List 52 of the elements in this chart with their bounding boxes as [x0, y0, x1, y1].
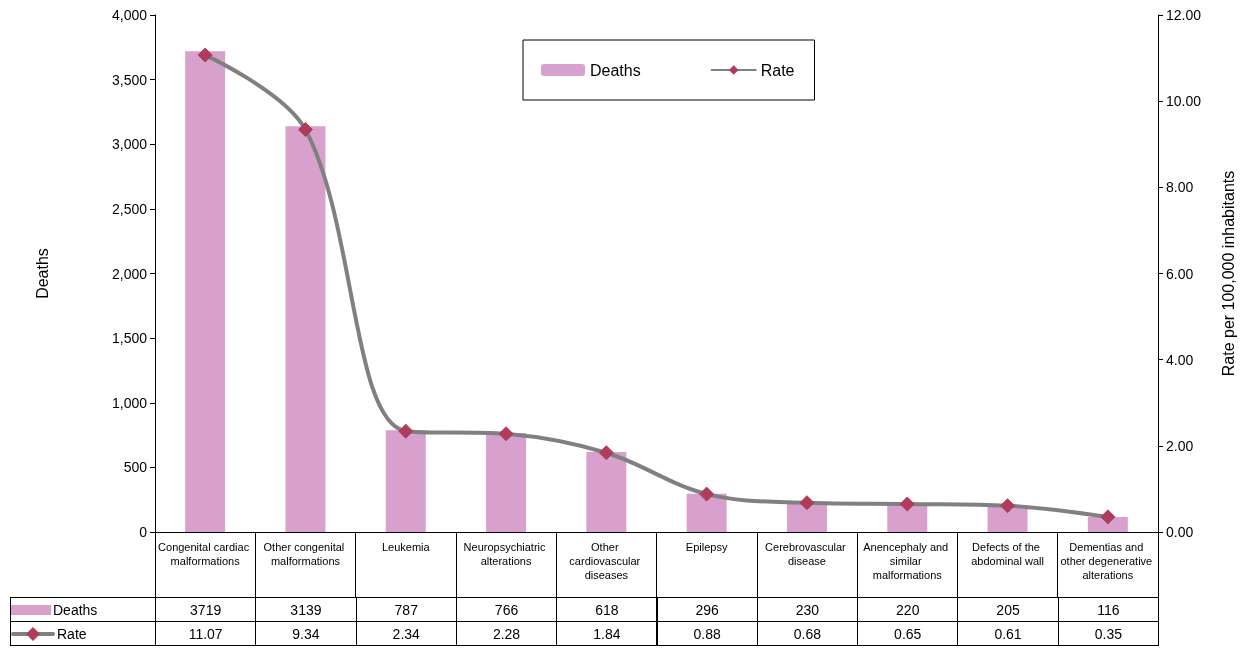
data-label: 787 — [355, 597, 457, 622]
legend-label: Rate — [760, 61, 795, 79]
x-tick-label: Cerebrovascular disease — [765, 541, 849, 567]
y-tick-label: 2,000 — [111, 265, 148, 282]
y-tick-label: 1,500 — [111, 330, 148, 347]
y2-tick-label: 6.00 — [1166, 265, 1194, 282]
data-label: 11.07 — [155, 621, 257, 646]
text: Rate — [57, 625, 87, 642]
x-tick-label: Anencephaly and similar malformations — [863, 541, 952, 581]
x-tick-label: Dementias and other degenerative alterations — [1060, 541, 1156, 581]
data-label: 766 — [455, 597, 558, 622]
y2-axis-title: Rate per 100,000 inhabitants — [1219, 170, 1237, 377]
x-tick-label: Neuropsychiatric alterations — [463, 541, 549, 567]
x-tick-label: Congenital cardiac malformations — [158, 541, 253, 567]
legend-label: Deaths — [590, 61, 641, 79]
y-tick-label: 4,000 — [111, 7, 148, 23]
y-tick-label: 500 — [123, 459, 148, 476]
data-label: 230 — [756, 597, 859, 622]
y-axis-title: Deaths — [53, 601, 98, 618]
data-label: 2.34 — [355, 621, 457, 646]
data-label: 0.88 — [656, 621, 758, 646]
data-label: 3719 — [155, 597, 257, 622]
y-tick-label: 3,500 — [111, 71, 148, 88]
data-label: 618 — [556, 597, 658, 622]
y2-tick-label: 8.00 — [1166, 179, 1194, 196]
x-tick-label: Epilepsy — [685, 541, 728, 553]
data-label: 3139 — [255, 597, 357, 622]
x-tick-label: Defects of the abdominal wall — [971, 541, 1044, 567]
y-tick-label: 3,000 — [111, 136, 148, 153]
data-label: 0.68 — [756, 621, 859, 646]
y-tick-label: 0 — [139, 524, 148, 540]
data-label: 2.28 — [455, 621, 558, 646]
data-label: 1.84 — [556, 621, 658, 646]
data-label: 0.35 — [1057, 621, 1159, 646]
y2-tick-label: 12.00 — [1166, 7, 1202, 23]
data-label: 116 — [1057, 597, 1159, 622]
data-label: 0.61 — [957, 621, 1059, 646]
data-label: 9.34 — [255, 621, 357, 646]
y-tick-label: 1,000 — [111, 394, 148, 411]
text: Deaths — [33, 248, 51, 299]
y2-tick-label: 0.00 — [1166, 524, 1194, 540]
data-label: 205 — [957, 597, 1059, 622]
data-label: 296 — [656, 597, 758, 622]
y2-tick-label: 10.00 — [1166, 93, 1202, 110]
y-tick-label: 2,500 — [111, 200, 148, 217]
x-tick-label: Other cardiovascular diseases — [569, 541, 644, 581]
data-label: 0.65 — [857, 621, 959, 646]
y2-tick-label: 4.00 — [1166, 351, 1194, 368]
y2-tick-label: 2.00 — [1166, 437, 1194, 454]
data-label: 220 — [857, 597, 959, 622]
x-tick-label: Other congenital malformations — [263, 541, 348, 567]
x-tick-label: Leukemia — [381, 541, 431, 553]
